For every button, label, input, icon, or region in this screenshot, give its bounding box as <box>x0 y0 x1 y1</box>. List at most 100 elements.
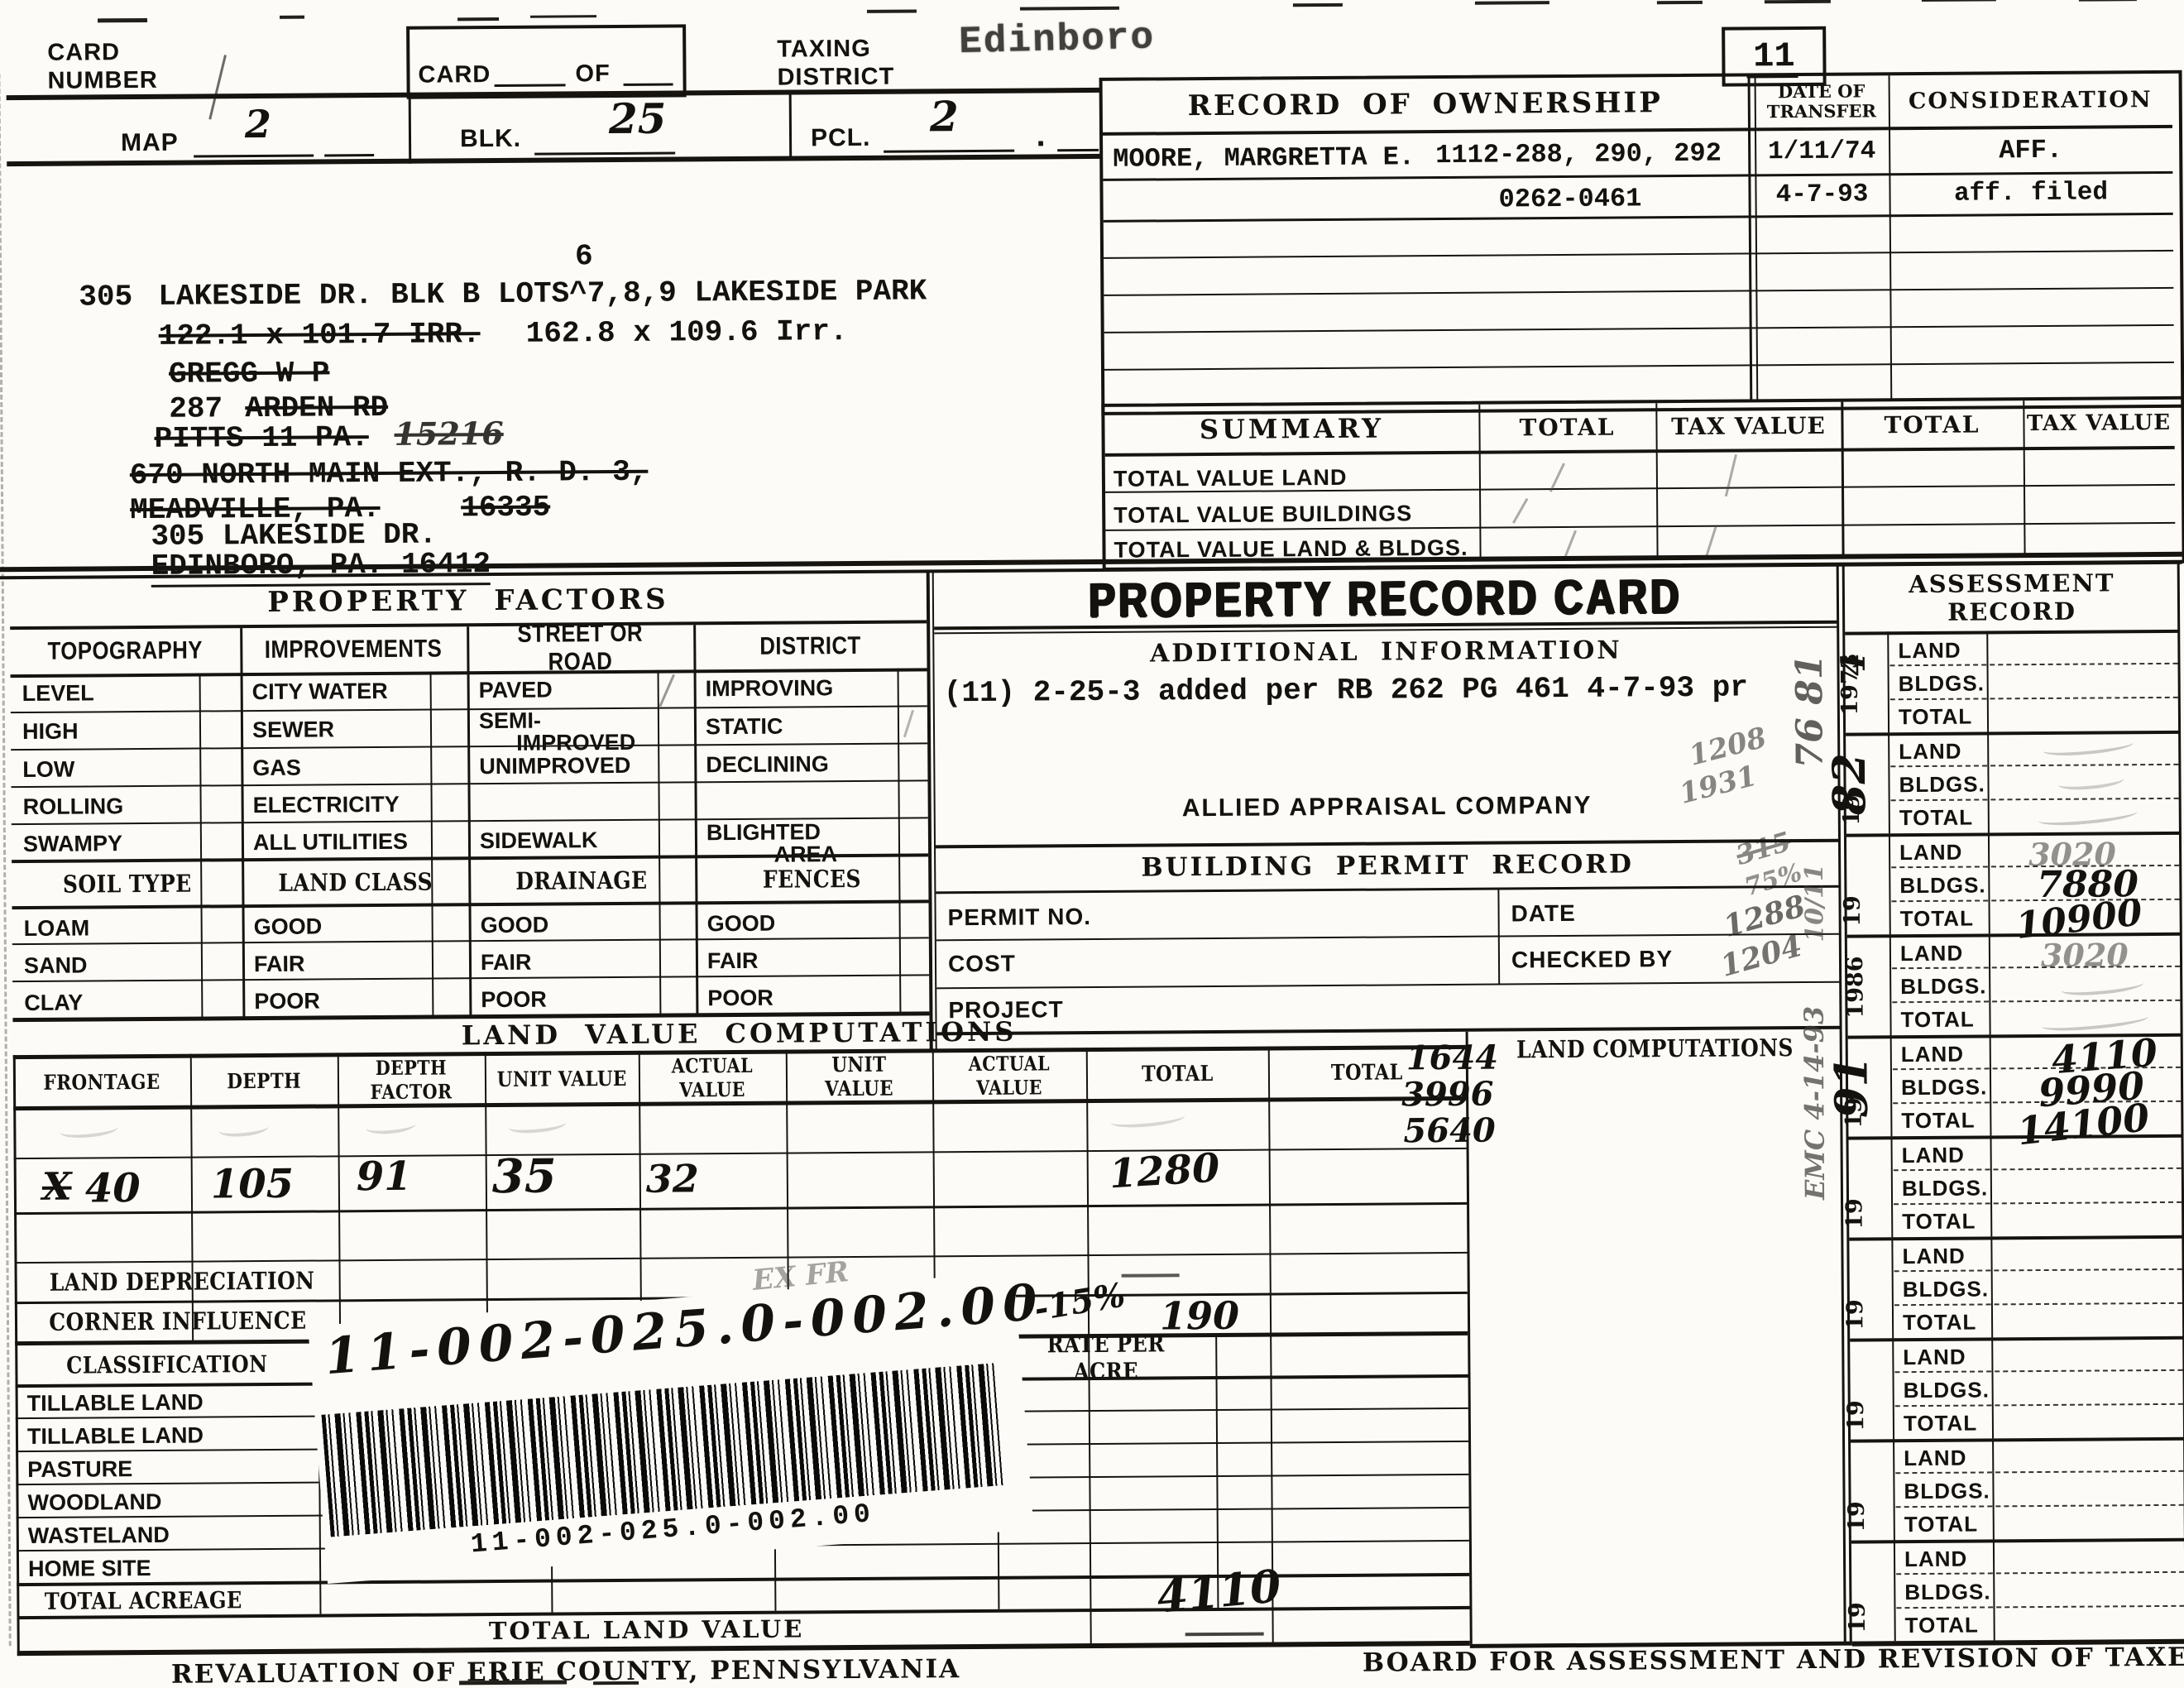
total-label: TOTAL <box>1330 1060 1403 1086</box>
total-label: TOTAL <box>1141 1061 1214 1087</box>
total-row-label: TOTAL <box>1900 1006 1975 1033</box>
total-row-label: TOTAL <box>1902 1208 1976 1235</box>
barcode-block: 11-002-025.0-002.00 11-002-025.0-002.00 <box>308 1272 1046 1584</box>
unit-value-header: UNIT VALUE <box>485 1055 639 1102</box>
factor-semi-improved: SEMI- IMPROVED <box>478 707 636 756</box>
scan-artifact <box>1656 0 1703 5</box>
property-line1: LAKESIDE DR. BLK B LOTS^7,8,9 LAKESIDE P… <box>158 274 927 314</box>
rule <box>1890 1136 1894 1238</box>
land-class-header: LAND CLASS <box>242 860 468 904</box>
summary-table: SUMMARY TOTAL TAX VALUE TOTAL TAX VALUE … <box>1101 396 2184 571</box>
total-row-label: TOTAL <box>1899 804 1974 831</box>
topography-header-label: TOPOGRAPHY <box>47 636 204 665</box>
depth-factor-value: 91 <box>356 1153 412 1201</box>
transfer-date: 1/11/74 <box>1767 136 1876 166</box>
total-row-label: TOTAL <box>1898 703 1973 730</box>
old-address3: 670 NORTH MAIN EXT., R. D. 3, <box>129 454 649 493</box>
rule <box>1747 76 1753 402</box>
class-home-site: HOME SITE <box>27 1555 151 1581</box>
rule <box>1893 1439 1895 1541</box>
bldgs-row-label: BLDGS. <box>1900 973 1987 1000</box>
factor-unimproved: UNIMPROVED <box>479 752 631 779</box>
frontage-value: 40 <box>84 1165 141 1212</box>
faint-pencil-value <box>2060 975 2144 999</box>
rule <box>788 89 793 161</box>
date-of-transfer-header: DATE OF TRANSFER <box>1766 80 1876 122</box>
property-record-card-title-box: PROPERTY RECORD CARD <box>934 568 1837 628</box>
rule <box>1988 933 1991 1035</box>
deed-book-page: 1112-288, 290, 292 <box>1435 137 1722 171</box>
rule <box>936 981 1841 990</box>
pencil-mark <box>1563 530 1578 559</box>
pencil-check <box>903 709 915 738</box>
rule <box>1892 999 2181 1004</box>
rule <box>1889 1035 1893 1137</box>
rule <box>1987 731 1990 833</box>
erased-pencil <box>365 1116 417 1136</box>
land-computation-value: 5640 <box>1403 1110 1496 1151</box>
margin-note: 76 81 <box>1788 654 1832 769</box>
land-class-poor: POOR <box>254 988 320 1014</box>
pcl-dot: . <box>1030 119 1051 157</box>
pcl-value: 2 <box>929 92 959 141</box>
scan-artifact <box>866 9 917 13</box>
rule <box>1895 1503 2184 1508</box>
bldgs-row-label: BLDGS. <box>1904 1478 1990 1504</box>
permit-date-label: DATE <box>1511 899 1576 927</box>
blank-line <box>884 149 1015 153</box>
depth-header: DEPTH <box>190 1057 338 1104</box>
factor-gas: GAS <box>252 755 301 781</box>
assessment-year-note: 4 <box>1833 652 1874 677</box>
rule <box>1104 324 2174 333</box>
rule <box>1846 730 2181 736</box>
land-class-label: LAND CLASS <box>277 867 433 897</box>
rule <box>1888 833 1891 935</box>
summary-col-total: TOTAL <box>1519 413 1616 441</box>
scan-artifact <box>1921 0 1996 2</box>
district-header: DISTRICT <box>693 623 927 669</box>
topography-header: TOPOGRAPHY <box>10 628 240 674</box>
rule <box>199 673 204 1018</box>
total-acreage-value: 4110 <box>1154 1559 1284 1623</box>
rule <box>897 668 902 1013</box>
factor-high: HIGH <box>22 718 79 745</box>
rule <box>14 1251 1468 1264</box>
deed-book-page: 0262-0461 <box>1498 183 1642 215</box>
total-header: TOTAL <box>1268 1049 1466 1097</box>
rule <box>1104 249 2174 259</box>
total-header: TOTAL <box>1086 1051 1268 1099</box>
rule <box>1992 1438 1995 1540</box>
drainage-fair: FAIR <box>480 949 532 976</box>
assessment-year: 1986 <box>1842 956 1869 1019</box>
summary-col-tax-value: TAX VALUE <box>2026 410 2172 437</box>
assessment-year-note: 82 <box>1822 752 1876 816</box>
blank-line <box>494 84 566 88</box>
summary-col-tax-value: TAX VALUE <box>1671 411 1826 440</box>
card-of-of-label: OF <box>575 60 611 88</box>
factor-static: STATIC <box>705 713 783 740</box>
frontage-header: FRONTAGE <box>13 1058 190 1105</box>
class-woodland: WOODLAND <box>27 1489 162 1516</box>
depth-value: 105 <box>210 1160 295 1208</box>
consideration-header: CONSIDERATION <box>1908 86 2153 114</box>
class-tillable-land: TILLABLE LAND <box>26 1422 204 1450</box>
scan-artifact <box>1764 0 1831 4</box>
rule <box>1267 1046 1274 1642</box>
blk-value: 25 <box>608 94 667 144</box>
inserted-digit: 6 <box>574 239 593 274</box>
rule <box>1849 1235 2184 1241</box>
old-owner: GREGG W P <box>168 356 330 391</box>
row-total-value: 1280 <box>1108 1144 1221 1198</box>
rule <box>1889 696 2178 701</box>
erased-pencil <box>507 1115 568 1135</box>
factor-low: LOW <box>22 756 75 783</box>
unit-value-value: 35 <box>491 1149 557 1205</box>
faint-pencil-value <box>2038 803 2138 829</box>
soil-clay: CLAY <box>24 990 84 1016</box>
scan-artifact <box>1292 2 1343 7</box>
rule <box>1992 1539 1995 1641</box>
factor-rolling: ROLLING <box>22 794 124 820</box>
rule <box>1991 1337 1995 1439</box>
map-value: 2 <box>244 101 272 147</box>
assessment-year: 19 <box>1842 1299 1869 1331</box>
